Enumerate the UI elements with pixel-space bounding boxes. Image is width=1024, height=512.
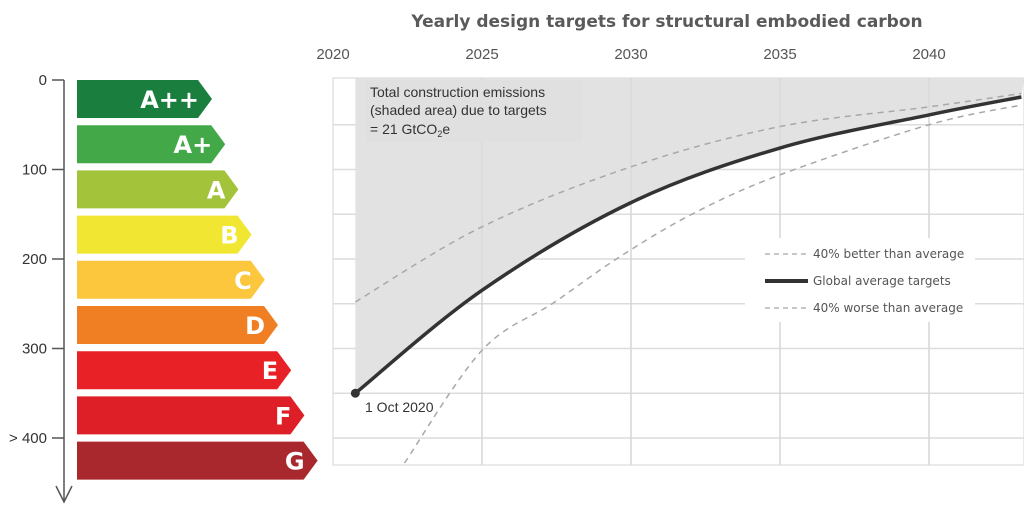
rating-band-arrow [77, 215, 252, 254]
rating-band-label: E [262, 357, 278, 385]
x-tick-label: 2030 [614, 46, 647, 63]
x-tick-label: 2035 [763, 46, 796, 63]
rating-band-label: A++ [140, 86, 199, 114]
rating-band-arrow [77, 396, 305, 435]
rating-band-aplusplus: A++ [77, 80, 212, 118]
y-tick-label: 300 [22, 341, 47, 358]
x-tick-label: 2020 [316, 46, 349, 63]
rating-band-aplus: A+ [77, 125, 226, 164]
annotation-line-1: Total construction emissions [370, 84, 545, 100]
rating-band-label: G [285, 448, 305, 476]
rating-band-arrow [77, 125, 226, 164]
rating-band-e: E [77, 351, 292, 390]
rating-band-arrow [77, 441, 318, 480]
rating-band-arrow [77, 80, 212, 118]
rating-band-a: A [77, 170, 239, 209]
rating-band-arrow [77, 351, 292, 390]
series-line-40-worse-than-average [403, 104, 1022, 464]
start-point-label: 1 Oct 2020 [365, 399, 434, 415]
legend-label: 40% better than average [813, 247, 964, 261]
rating-band-g: G [77, 441, 318, 480]
rating-band-label: C [234, 267, 252, 295]
annotation-line-3: = 21 GtCO2e [370, 121, 450, 139]
y-tick-label: 100 [22, 162, 47, 179]
y-tick-label: 200 [22, 251, 47, 268]
series-line-40-better-than-average [354, 92, 1022, 303]
shaded-area-annotation: Total construction emissions (shaded are… [366, 80, 582, 142]
annotation-subscript: 2 [437, 129, 442, 139]
y-axis-arrow-icon [55, 485, 73, 504]
rating-band-label: F [275, 402, 291, 430]
rating-band-arrow [77, 306, 278, 344]
series-lines [354, 92, 1022, 464]
legend-label: 40% worse than average [813, 301, 963, 315]
y-tick-label: > 400 [9, 430, 47, 447]
rating-band-f: F [77, 396, 305, 435]
rating-band-label: D [245, 312, 265, 340]
rating-band-d: D [77, 306, 278, 344]
legend-label: Global average targets [813, 274, 951, 288]
series-line-global-average-targets [354, 95, 1022, 395]
annotation-line-2: (shaded area) due to targets [370, 102, 547, 118]
y-axis: 0 100 200 300 > 400 [9, 72, 73, 504]
annotation-prefix: = 21 GtCO [370, 121, 437, 137]
rating-band-label: B [220, 222, 238, 250]
legend: 40% better than average Global average ta… [745, 238, 975, 322]
rating-band-b: B [77, 215, 252, 254]
rating-band-label: A+ [174, 131, 213, 159]
rating-band-label: A [207, 176, 226, 204]
rating-band-arrow [77, 170, 239, 209]
shaded-area [355, 78, 1024, 394]
rating-band-c: C [77, 260, 265, 299]
x-tick-label: 2025 [465, 46, 498, 63]
y-tick-label: 0 [39, 72, 47, 89]
chart-title: Yearly design targets for structural emb… [410, 12, 922, 32]
start-point-marker [350, 388, 360, 398]
x-axis-ticks: 2020 2025 2030 2035 2040 [316, 46, 945, 63]
annotation-background [366, 80, 582, 142]
annotation-suffix: e [442, 121, 450, 137]
x-tick-label: 2040 [912, 46, 945, 63]
rating-band-arrow [77, 260, 265, 299]
